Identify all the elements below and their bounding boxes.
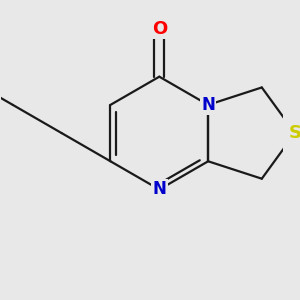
Text: S: S [289,124,300,142]
Text: O: O [152,20,167,38]
Text: N: N [152,181,166,199]
Text: N: N [201,96,215,114]
